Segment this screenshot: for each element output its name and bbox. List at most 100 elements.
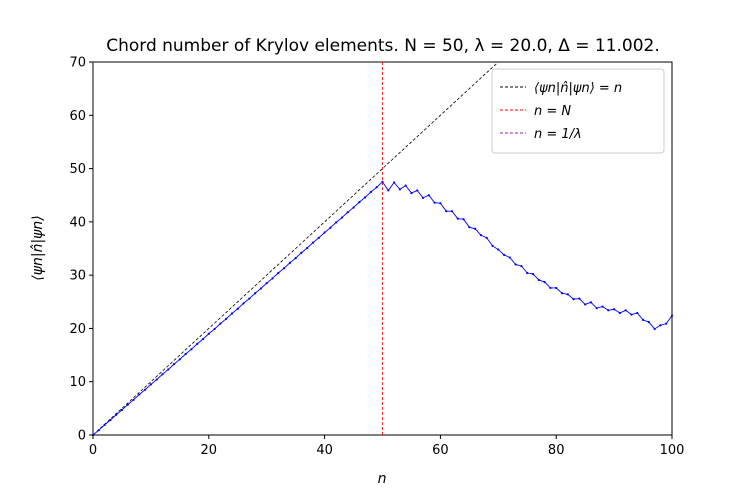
data-point (375, 186, 378, 189)
data-point (277, 271, 280, 275)
data-point (369, 190, 373, 194)
data-point (531, 272, 535, 276)
data-point (433, 201, 436, 204)
data-point (595, 307, 598, 310)
data-point (653, 327, 656, 331)
y-tick-label: 0 (78, 429, 86, 444)
data-point (259, 287, 263, 290)
data-point (584, 303, 587, 306)
data-point (288, 261, 291, 264)
data-point (207, 332, 210, 335)
data-point (589, 301, 593, 304)
data-point (167, 368, 170, 371)
data-point (474, 227, 477, 230)
series-points (91, 180, 674, 437)
x-tick-label: 0 (89, 443, 97, 458)
data-point (225, 317, 228, 320)
data-point (520, 264, 523, 268)
data-point (109, 418, 112, 422)
data-point (138, 393, 141, 396)
data-point (358, 201, 361, 204)
x-tick-label: 40 (316, 443, 333, 458)
data-point (364, 196, 367, 199)
data-point (201, 337, 205, 341)
data-point (236, 307, 239, 310)
data-point (120, 408, 124, 412)
x-tick-label: 80 (548, 443, 565, 458)
data-point (317, 236, 320, 239)
data-point (439, 202, 442, 205)
y-tick-label: 10 (69, 375, 86, 390)
data-point (491, 244, 494, 247)
data-point (618, 311, 621, 315)
data-point (311, 241, 315, 244)
data-point (560, 292, 564, 295)
data-point (427, 194, 430, 197)
data-point (555, 286, 558, 290)
data-point (450, 210, 454, 213)
data-point (485, 236, 488, 239)
y-tick-label: 60 (69, 109, 86, 124)
data-point (346, 211, 349, 214)
data-point (497, 248, 500, 251)
data-point (282, 267, 286, 270)
data-point (410, 191, 413, 195)
data-point (306, 246, 309, 250)
data-point (630, 313, 633, 316)
data-point (381, 180, 384, 183)
data-point (659, 324, 662, 327)
data-point (190, 348, 193, 351)
y-tick-label: 70 (69, 56, 86, 71)
data-point (219, 322, 222, 325)
data-point (329, 226, 332, 229)
data-point (398, 188, 401, 191)
data-point (323, 231, 326, 234)
y-tick-label: 40 (69, 215, 86, 230)
data-point (647, 320, 650, 324)
data-point (97, 429, 100, 432)
data-point (479, 234, 483, 237)
data-point (468, 226, 471, 229)
data-point (265, 282, 268, 285)
data-point (161, 373, 164, 376)
data-point (392, 181, 396, 184)
data-point (572, 298, 575, 301)
identity-reference-line (93, 62, 499, 435)
data-point (641, 318, 645, 322)
data-point (526, 271, 529, 275)
data-point (624, 309, 627, 312)
y-tick-label: 30 (69, 269, 86, 284)
data-point (514, 263, 517, 266)
data-point (543, 280, 546, 284)
x-tick-label: 20 (201, 443, 218, 458)
data-point (213, 327, 216, 331)
legend: ⟨ψn|n̂|ψn⟩ = n n = N n = 1/λ (491, 68, 665, 154)
y-axis: 0 10 20 30 40 50 60 70 (69, 56, 93, 444)
legend-label: n = 1/λ (534, 127, 582, 142)
y-tick-label: 20 (69, 322, 86, 337)
data-point (387, 189, 390, 192)
data-point (335, 221, 338, 224)
reference-lines (93, 62, 499, 435)
data-point (294, 256, 297, 260)
data-point (462, 218, 465, 221)
x-tick-label: 100 (660, 443, 685, 458)
data-point (578, 297, 581, 300)
y-axis-label: ⟨ψn|n̂|ψn⟩ (30, 215, 46, 280)
data-point (155, 378, 158, 381)
data-point (230, 312, 234, 315)
data-point (670, 314, 674, 317)
data-point (132, 398, 135, 401)
data-point (421, 196, 425, 199)
data-point (115, 413, 118, 416)
data-point (601, 305, 604, 308)
data-point (300, 251, 303, 254)
legend-label: ⟨ψn|n̂|ψn⟩ = n (534, 81, 622, 96)
data-point (352, 206, 355, 209)
data-point (613, 308, 616, 311)
data-point (196, 342, 199, 345)
data-point (416, 189, 419, 192)
data-point (549, 286, 552, 290)
x-axis-label: n (378, 471, 387, 487)
data-point (566, 293, 569, 296)
